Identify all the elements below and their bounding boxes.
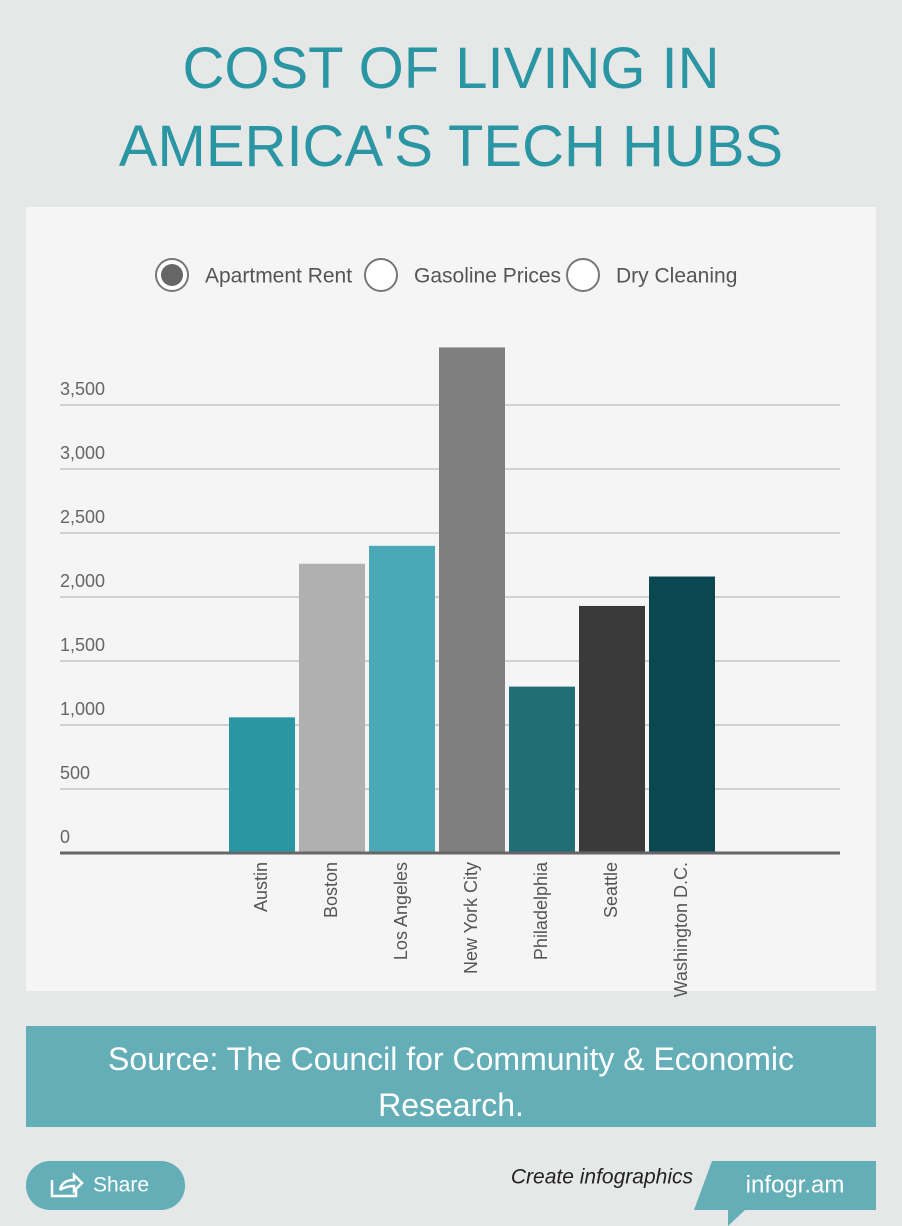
x-tick-label: Los Angeles — [391, 862, 411, 960]
tagline: Create infographics — [511, 1166, 694, 1189]
bar — [369, 545, 435, 853]
share-icon — [50, 1171, 84, 1198]
x-tick-label: New York City — [461, 862, 481, 974]
brand[interactable]: infogr.am — [746, 1171, 845, 1198]
y-tick-label: 0 — [60, 827, 70, 847]
y-tick-label: 1,000 — [60, 699, 105, 719]
source: Source: The Council for Community & Econ… — [26, 1026, 876, 1127]
x-tick-label: Boston — [321, 862, 341, 918]
bar — [299, 563, 365, 853]
x-tick-label: Austin — [251, 862, 271, 912]
y-tick-label: 2,500 — [60, 507, 105, 527]
y-tick-label: 500 — [60, 763, 90, 783]
share-button[interactable] — [26, 1161, 185, 1210]
radio-label[interactable]: Apartment Rent — [205, 265, 352, 288]
x-tick-label: Seattle — [601, 862, 621, 918]
radio-label[interactable]: Gasoline Prices — [414, 265, 561, 288]
bar — [509, 686, 575, 853]
x-tick-label: Philadelphia — [531, 861, 551, 960]
y-tick-label: 1,500 — [60, 635, 105, 655]
bar — [229, 717, 295, 853]
bar — [649, 576, 715, 853]
title: COST OF LIVING IN AMERICA'S TECH HUBS — [118, 36, 784, 179]
radio-dot — [161, 264, 183, 286]
x-tick-label: Washington D.C. — [671, 862, 691, 997]
bar — [439, 347, 505, 853]
radio-label[interactable]: Dry Cleaning — [616, 265, 737, 288]
bar — [579, 605, 645, 853]
brand-banner[interactable] — [694, 1161, 876, 1226]
y-tick-label: 3,000 — [60, 443, 105, 463]
radio[interactable] — [566, 258, 600, 292]
radio[interactable] — [364, 258, 398, 292]
y-tick-label: 3,500 — [60, 379, 105, 399]
y-tick-label: 2,000 — [60, 571, 105, 591]
share-label[interactable]: Share — [93, 1174, 149, 1197]
